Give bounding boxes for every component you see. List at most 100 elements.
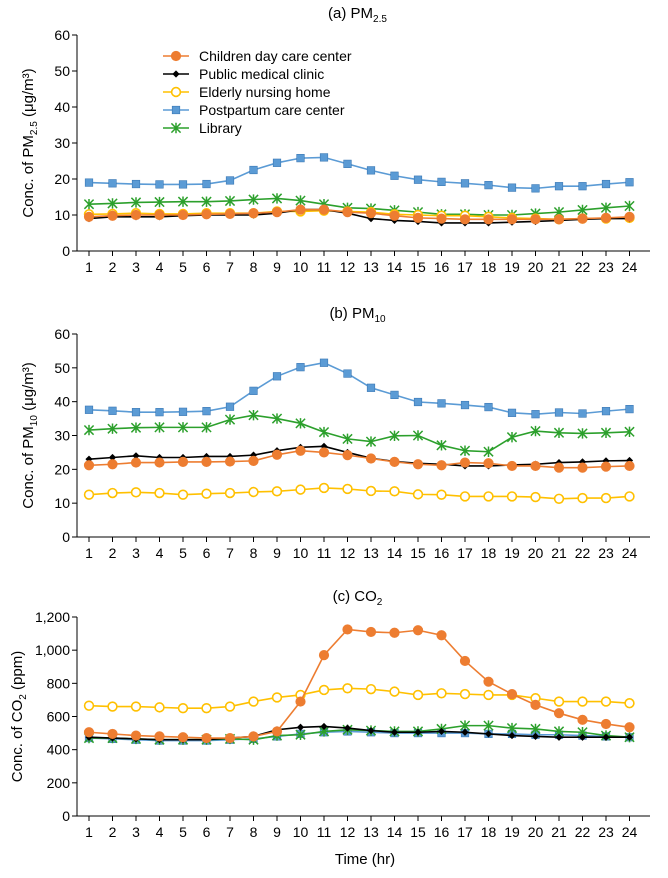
data-point bbox=[201, 196, 212, 207]
data-point bbox=[177, 209, 189, 221]
data-point bbox=[271, 486, 283, 497]
y-axis-label-main: Conc. of PM bbox=[20, 135, 37, 218]
data-point bbox=[484, 181, 493, 190]
x-tick-label: 12 bbox=[340, 545, 356, 561]
data-point bbox=[177, 489, 189, 500]
x-tick-label: 21 bbox=[551, 259, 567, 275]
legend-marker bbox=[170, 50, 182, 62]
x-tick-label: 10 bbox=[293, 824, 309, 840]
y-tick-label: 0 bbox=[62, 243, 70, 259]
x-tick-label: 15 bbox=[410, 259, 426, 275]
data-point bbox=[202, 179, 211, 189]
data-point bbox=[130, 457, 142, 468]
legend-marker bbox=[171, 105, 181, 115]
series-public-medical-clinic bbox=[85, 206, 634, 227]
data-point bbox=[624, 491, 635, 502]
data-point bbox=[224, 701, 236, 712]
data-point bbox=[483, 676, 494, 687]
data-point bbox=[412, 689, 424, 701]
data-point bbox=[365, 453, 377, 464]
data-point bbox=[271, 449, 283, 460]
x-tick-label: 20 bbox=[528, 824, 544, 840]
data-point bbox=[296, 723, 305, 731]
data-point bbox=[272, 372, 282, 381]
series-line bbox=[88, 361, 630, 415]
data-point bbox=[459, 445, 471, 456]
x-tick-label: 4 bbox=[156, 259, 164, 275]
x-tick-label: 9 bbox=[273, 824, 281, 840]
data-point bbox=[154, 731, 165, 742]
data-point bbox=[577, 428, 588, 439]
x-tick-label: 17 bbox=[457, 259, 473, 275]
x-tick-label: 10 bbox=[293, 259, 309, 275]
series-line bbox=[88, 449, 630, 469]
data-point bbox=[600, 212, 612, 223]
data-point bbox=[248, 455, 259, 466]
data-point bbox=[578, 182, 587, 191]
y-axis-label: Conc. of CO2 (ppm) bbox=[9, 651, 29, 782]
legend-label: Children day care center bbox=[199, 48, 352, 64]
x-tick-label: 24 bbox=[622, 545, 638, 561]
data-point bbox=[365, 683, 377, 695]
data-point bbox=[624, 211, 635, 222]
data-point bbox=[132, 452, 140, 460]
data-point bbox=[600, 492, 612, 504]
legend-marker bbox=[172, 70, 180, 78]
data-point bbox=[413, 397, 423, 407]
data-point bbox=[367, 726, 375, 735]
data-point bbox=[271, 193, 283, 204]
data-point bbox=[389, 456, 400, 467]
legend-label: Postpartum care center bbox=[199, 102, 345, 118]
x-tick-label: 19 bbox=[504, 545, 520, 561]
data-point bbox=[177, 456, 189, 467]
x-tick-label: 2 bbox=[109, 545, 117, 561]
data-point bbox=[83, 211, 95, 222]
data-point bbox=[437, 177, 446, 186]
legend-item: Postpartum care center bbox=[163, 102, 345, 118]
y-tick-label: 200 bbox=[47, 775, 71, 791]
data-point bbox=[624, 460, 635, 472]
y-tick-label: 1,200 bbox=[35, 609, 70, 625]
x-tick-label: 18 bbox=[481, 259, 497, 275]
data-point bbox=[224, 414, 236, 425]
data-point bbox=[483, 720, 494, 731]
series-public-medical-clinic bbox=[85, 722, 634, 744]
data-point bbox=[178, 407, 188, 416]
data-point bbox=[271, 207, 283, 218]
data-point bbox=[248, 410, 259, 421]
data-point bbox=[412, 212, 424, 223]
data-point bbox=[625, 405, 634, 414]
data-point bbox=[625, 733, 634, 741]
y-axis-label: Conc. of PM2.5 (μg/m³) bbox=[20, 68, 40, 217]
chart-title: (a) PM2.5 bbox=[328, 5, 387, 25]
data-point bbox=[177, 732, 189, 743]
data-point bbox=[436, 440, 447, 451]
chart-title-subscript: 2.5 bbox=[373, 14, 387, 25]
data-point bbox=[224, 487, 236, 499]
chart-title: (b) PM10 bbox=[329, 305, 386, 325]
data-point bbox=[553, 696, 565, 707]
data-point bbox=[484, 402, 493, 412]
x-tick-label: 2 bbox=[109, 259, 117, 275]
data-point bbox=[318, 684, 330, 696]
legend-label: Public medical clinic bbox=[199, 66, 324, 82]
data-point bbox=[389, 210, 400, 221]
data-point bbox=[578, 733, 587, 741]
data-point bbox=[343, 159, 352, 168]
x-tick-label: 12 bbox=[340, 824, 356, 840]
series-line bbox=[88, 156, 630, 190]
data-point bbox=[202, 452, 211, 461]
data-point bbox=[389, 686, 400, 697]
data-point bbox=[318, 447, 330, 458]
y-axis-label-main: Conc. of CO bbox=[9, 700, 26, 783]
x-tick-label: 3 bbox=[132, 545, 140, 561]
x-tick-label: 6 bbox=[203, 545, 211, 561]
data-point bbox=[320, 722, 328, 731]
x-tick-label: 11 bbox=[317, 259, 332, 275]
x-tick-label: 5 bbox=[179, 824, 187, 840]
x-tick-label: 1 bbox=[85, 824, 93, 840]
data-point bbox=[296, 363, 305, 372]
data-point bbox=[107, 198, 118, 209]
data-point bbox=[530, 699, 541, 710]
